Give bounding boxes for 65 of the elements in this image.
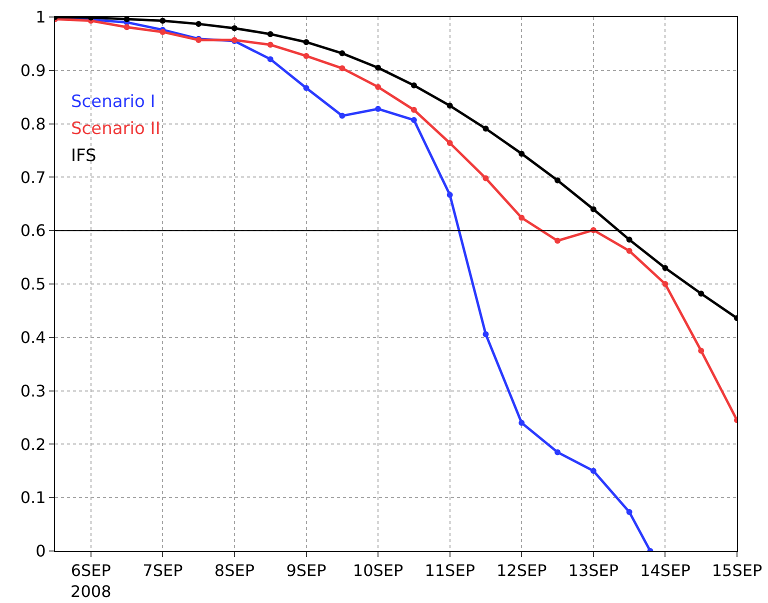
point — [518, 420, 525, 426]
point — [518, 214, 525, 221]
point — [196, 20, 202, 27]
point — [124, 17, 130, 22]
point — [518, 150, 525, 157]
point — [698, 290, 704, 297]
point — [482, 126, 489, 132]
y-tick-label: 0.6 — [20, 221, 46, 240]
point — [410, 106, 417, 113]
x-tick-label: 9SEP — [286, 561, 327, 580]
point — [267, 56, 274, 62]
point — [482, 175, 489, 182]
point — [554, 449, 561, 456]
y-tick-label: 0.8 — [20, 114, 46, 134]
text: Scenario II — [71, 119, 160, 139]
point — [124, 24, 130, 30]
point — [554, 238, 561, 244]
x-tick-label: 8SEP — [214, 561, 255, 580]
point — [231, 25, 238, 32]
y-tick-label: 0.5 — [20, 274, 46, 294]
point — [446, 140, 453, 146]
point — [410, 117, 417, 124]
point — [698, 348, 704, 354]
point — [626, 236, 632, 243]
point — [375, 84, 382, 90]
point — [303, 39, 310, 46]
text: Scenario I — [71, 92, 156, 112]
x-tick-label: 12SEP — [496, 561, 548, 580]
point — [339, 65, 346, 72]
point — [626, 248, 632, 254]
y-tick-label: 0.9 — [20, 61, 46, 80]
x-tick-label: 13SEP — [568, 561, 619, 580]
x-tick-label: 14SEP — [640, 561, 691, 580]
y-tick-label: 0.3 — [20, 381, 46, 400]
y-tick-label: 1 — [36, 8, 46, 27]
point — [339, 50, 346, 56]
point — [482, 331, 489, 338]
point — [626, 509, 632, 516]
point — [303, 52, 310, 59]
y-tick-label: 0 — [36, 542, 46, 561]
point — [662, 264, 668, 271]
point — [410, 82, 417, 88]
point — [446, 192, 453, 198]
text: IFS — [71, 146, 96, 166]
x-tick-label: 15SEP — [712, 561, 762, 580]
y-tick-label: 0.7 — [20, 168, 46, 187]
point — [267, 42, 274, 48]
point — [375, 106, 382, 112]
point — [446, 102, 453, 109]
point — [339, 112, 346, 119]
point — [662, 281, 668, 287]
point — [554, 177, 561, 184]
point — [590, 206, 596, 212]
y-tick-label: 0.2 — [20, 434, 46, 454]
x-tick-label: 10SEP — [352, 561, 404, 580]
point — [590, 468, 596, 474]
x-tick-label: 7SEP — [142, 561, 184, 580]
point — [160, 18, 166, 24]
point — [375, 64, 382, 71]
y-tick-label: 0.1 — [20, 488, 46, 508]
y-tick-label: 0.4 — [20, 328, 46, 347]
x-tick-label: 6SEP 2008 — [70, 561, 112, 601]
point — [267, 31, 274, 38]
point — [303, 85, 310, 92]
x-tick-label: 11SEP — [424, 561, 476, 580]
